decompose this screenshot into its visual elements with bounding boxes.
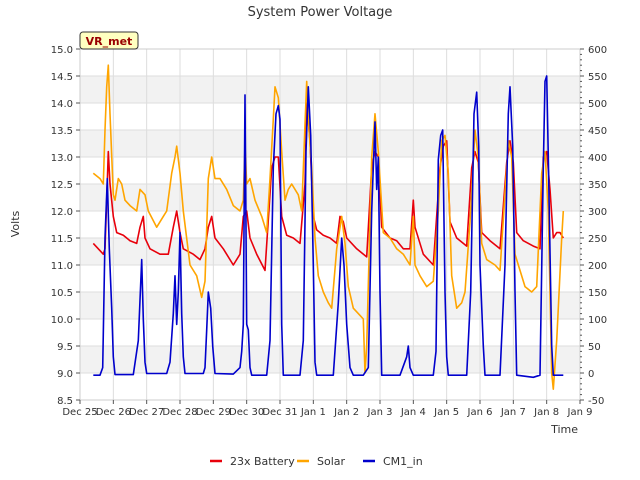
band [80, 346, 580, 373]
y-right-tick-label: -50 [588, 396, 604, 407]
series-line-solar [92, 64, 565, 391]
y-left-tick-label: 15.0 [51, 45, 73, 56]
plot-frame [79, 48, 581, 401]
series-lines [92, 64, 565, 391]
vr-met-badge: VR_met [79, 31, 139, 50]
x-tick-label: Jan 9 [567, 407, 593, 418]
chart-title: System Power Voltage [248, 5, 393, 20]
y-right-axis-ticks: -50 0 50 100 150 200 250 300 350 400 450 500 550 600 [580, 45, 607, 407]
y-left-tick-label: 11.5 [51, 234, 73, 245]
y-left-tick-label: 9.5 [57, 342, 73, 353]
y-left-tick-label: 12.0 [51, 207, 73, 218]
x-tick-label: Dec 25 [62, 407, 97, 418]
y-right-tick-label: 400 [588, 153, 607, 164]
y-right-tick-label: 300 [588, 207, 607, 218]
y-right-tick-label: 0 [588, 369, 594, 380]
alternating-bands [80, 76, 580, 373]
x-tick-label: Jan 5 [433, 407, 459, 418]
y-right-tick-label: 600 [588, 45, 607, 56]
legend-label-23x-battery: 23x Battery [230, 455, 295, 468]
y-left-tick-label: 10.0 [51, 315, 73, 326]
x-tick-label: Dec 31 [262, 407, 297, 418]
x-tick-label: Jan 2 [333, 407, 359, 418]
x-tick-label: Jan 3 [367, 407, 393, 418]
x-tick-label: Jan 4 [400, 407, 426, 418]
y-left-tick-label: 10.5 [51, 288, 73, 299]
x-axis-label: Time [550, 423, 578, 436]
y-right-tick-label: 550 [588, 72, 607, 83]
y-right-tick-label: 50 [588, 342, 601, 353]
y-right-tick-label: 200 [588, 261, 607, 272]
band [80, 130, 580, 157]
band [80, 76, 580, 103]
y-right-tick-label: 350 [588, 180, 607, 191]
y-left-tick-label: 12.5 [51, 180, 73, 191]
y-right-tick-label: 250 [588, 234, 607, 245]
y-right-tick-label: 500 [588, 99, 607, 110]
y-axis-label: Volts [9, 210, 22, 237]
badge-box [79, 31, 139, 50]
x-tick-label: Dec 27 [129, 407, 164, 418]
legend-label-solar: Solar [317, 455, 346, 468]
y-left-tick-label: 13.0 [51, 153, 73, 164]
y-right-tick-label: 450 [588, 126, 607, 137]
y-left-tick-label: 14.0 [51, 99, 73, 110]
x-tick-label: Jan 7 [500, 407, 526, 418]
legend: 23x Battery Solar CM1_in [210, 455, 423, 468]
y-left-axis-ticks: 8.5 9.0 9.5 10.0 10.5 11.0 11.5 12.0 12.5 13.0 13.… [51, 45, 80, 407]
x-tick-label: Dec 26 [96, 407, 131, 418]
y-left-tick-label: 9.0 [57, 369, 73, 380]
x-tick-label: Dec 28 [162, 407, 197, 418]
x-tick-label: Jan 1 [300, 407, 326, 418]
badge-label: VR_met [86, 35, 133, 48]
y-left-tick-label: 8.5 [57, 396, 73, 407]
band [80, 238, 580, 265]
y-left-tick-label: 14.5 [51, 72, 73, 83]
y-right-tick-label: 150 [588, 288, 607, 299]
x-tick-label: Dec 30 [229, 407, 264, 418]
x-tick-label: Jan 8 [533, 407, 559, 418]
y-right-tick-label: 100 [588, 315, 607, 326]
y-left-tick-label: 13.5 [51, 126, 73, 137]
x-tick-label: Dec 29 [196, 407, 231, 418]
x-tick-label: Jan 6 [467, 407, 493, 418]
series-line-cm1-in [93, 75, 564, 379]
band [80, 184, 580, 211]
legend-label-cm1-in: CM1_in [383, 455, 423, 468]
y-left-tick-label: 11.0 [51, 261, 73, 272]
